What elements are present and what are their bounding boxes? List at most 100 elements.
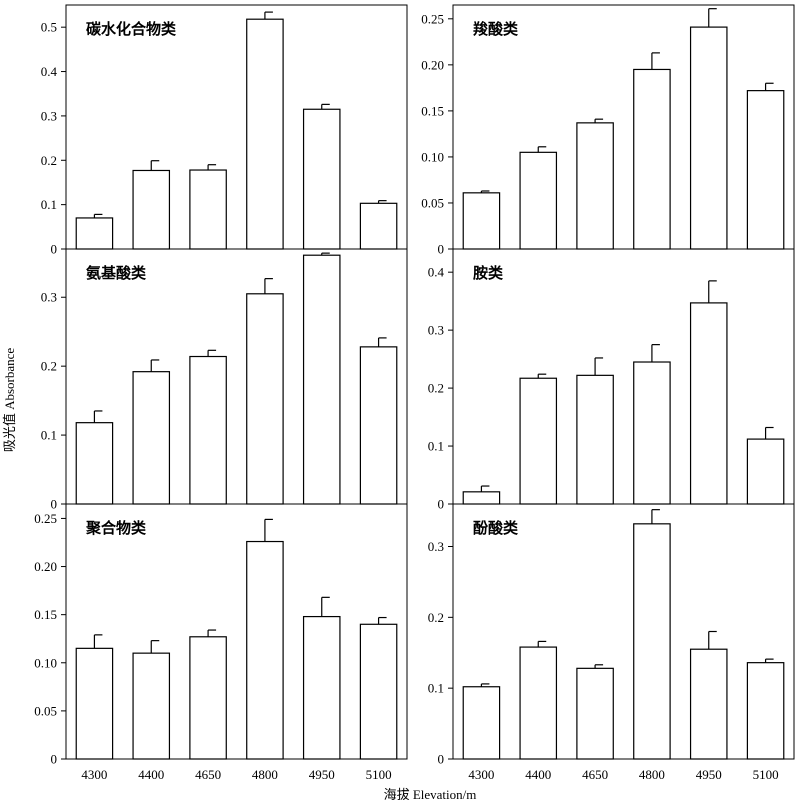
bar-4400 (132, 371, 171, 505)
panel-title: 酚酸类 (473, 519, 519, 537)
panel-2: 0 0.05 0.10 0.15 0.20 0.25 羧酸类 (421, 4, 795, 257)
y-tick-label: 0.1 (428, 439, 444, 454)
bar-4300 (462, 686, 501, 760)
bar-4800 (246, 540, 284, 760)
bar-4400 (519, 646, 558, 760)
x-tick-label: 4400 (525, 767, 551, 782)
panel-3: 0 0.1 0.2 0.3 氨基酸类 (41, 248, 408, 512)
bar-4800 (246, 293, 284, 505)
bar-4800 (633, 361, 671, 505)
x-tick-label: 4950 (696, 767, 722, 782)
y-tick-label: 0 (51, 497, 58, 512)
y-tick-label: 0.2 (428, 610, 444, 625)
panel-4: 0 0.1 0.2 0.3 0.4 胺类 (428, 248, 795, 512)
y-tick-label: 0 (51, 242, 58, 257)
bar-4300 (75, 217, 114, 250)
x-tick-label: 4300 (468, 767, 494, 782)
y-tick-label: 0.3 (428, 539, 444, 554)
panel-title: 胺类 (473, 264, 504, 282)
x-tick-label: 4800 (252, 767, 278, 782)
bar-5100 (359, 346, 398, 505)
panel-1: 0 0.1 0.2 0.3 0.4 0.5 碳水化合物类 (41, 4, 408, 257)
y-tick-label: 0.05 (421, 195, 444, 210)
y-tick-label: 0.3 (428, 323, 444, 338)
bar-4650 (189, 636, 227, 760)
x-tick-label: 4950 (309, 767, 335, 782)
x-tick-label: 5100 (366, 767, 392, 782)
bar-4950 (302, 254, 341, 505)
y-tick-label: 0.05 (34, 703, 57, 718)
y-axis-label: 吸光值 Absorbance (2, 348, 17, 453)
panel-6: 0 0.1 0.2 0.3 酚酸类 4300 4400 4650 4800 4950 5100 (428, 503, 795, 782)
y-tick-label: 0.1 (41, 428, 57, 443)
x-tick-label: 5100 (753, 767, 779, 782)
y-tick-label: 0.15 (421, 103, 444, 118)
bar-4400 (132, 652, 171, 760)
y-tick-label: 0.3 (41, 290, 57, 305)
bar-4950 (302, 615, 341, 760)
y-tick-label: 0.10 (421, 149, 444, 164)
bar-4300 (462, 491, 501, 505)
y-tick-label: 0.3 (41, 108, 57, 123)
x-tick-label: 4400 (138, 767, 164, 782)
y-tick-label: 0.15 (34, 607, 57, 622)
plot-frame (65, 248, 408, 505)
bar-4950 (689, 648, 728, 760)
panel-title: 氨基酸类 (86, 264, 147, 282)
bar-5100 (359, 623, 398, 760)
bar-4800 (633, 68, 671, 250)
bar-5100 (746, 438, 785, 505)
bar-4650 (576, 374, 614, 505)
bar-4950 (302, 108, 341, 250)
y-tick-label: 0.25 (34, 511, 57, 526)
panel-title: 羧酸类 (473, 20, 519, 38)
bar-5100 (746, 90, 785, 250)
plot-frame (452, 4, 795, 250)
bar-4950 (689, 302, 728, 505)
bar-4300 (462, 192, 501, 250)
panels: 00.10.20.30.40.5 碳水化合物类00.050.100.150.200… (34, 4, 795, 782)
plot-frame (65, 4, 408, 250)
x-tick-label: 4650 (195, 767, 221, 782)
plot-frame (65, 503, 408, 760)
bar-4300 (75, 422, 114, 505)
x-tick-label: 4800 (639, 767, 665, 782)
y-tick-label: 0.1 (41, 197, 57, 212)
bar-4800 (246, 18, 284, 250)
x-tick-label: 4300 (81, 767, 107, 782)
bar-4950 (689, 26, 728, 250)
y-tick-label: 0.1 (428, 681, 444, 696)
y-tick-label: 0.20 (34, 559, 57, 574)
y-tick-label: 0.4 (428, 265, 445, 280)
bar-4650 (576, 667, 614, 760)
bar-4400 (519, 151, 558, 250)
panel-5: 0 0.05 0.10 0.15 0.20 0.25 聚合物类 4300 4400 4650 480… (34, 503, 408, 782)
plot-frame (452, 503, 795, 760)
bar-5100 (359, 202, 398, 250)
bar-4650 (189, 169, 227, 250)
y-tick-label: 0.2 (41, 153, 57, 168)
bar-4650 (576, 122, 614, 250)
x-axis-label: 海拔 Elevation/m (384, 787, 477, 802)
y-tick-label: 0 (51, 752, 58, 767)
x-tick-label: 4650 (582, 767, 608, 782)
y-tick-label: 0.4 (41, 64, 58, 79)
y-tick-label: 0.10 (34, 655, 57, 670)
y-tick-label: 0 (438, 242, 445, 257)
y-tick-label: 0.25 (421, 11, 444, 26)
y-tick-label: 0.5 (41, 20, 57, 35)
bar-5100 (746, 662, 785, 760)
plot-frame (452, 248, 795, 505)
y-tick-label: 0.2 (41, 359, 57, 374)
bar-4650 (189, 355, 227, 505)
bar-4800 (633, 523, 671, 760)
bar-4400 (519, 377, 558, 505)
y-tick-label: 0.2 (428, 381, 444, 396)
panel-title: 聚合物类 (85, 519, 147, 537)
bar-4300 (75, 647, 114, 760)
y-tick-label: 0 (438, 497, 445, 512)
bar-4400 (132, 169, 171, 250)
y-tick-label: 0 (438, 752, 445, 767)
y-tick-label: 0.20 (421, 57, 444, 72)
